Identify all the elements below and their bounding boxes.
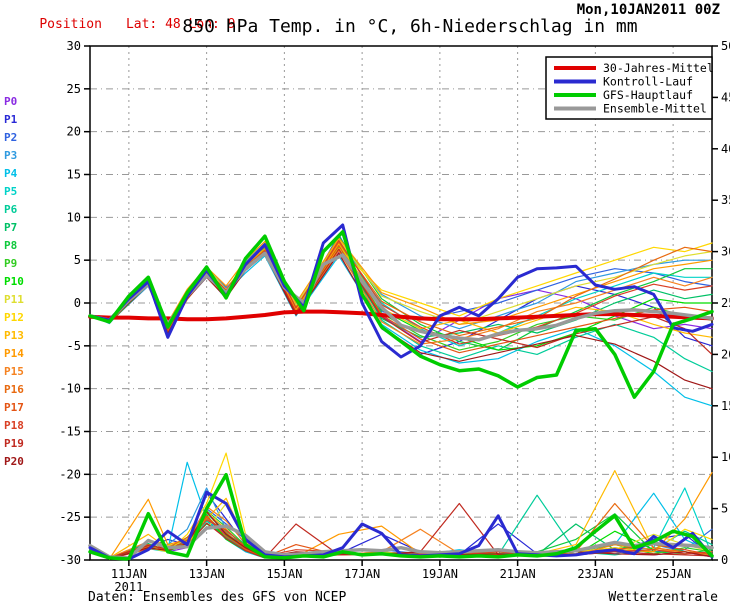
main-temp-lines — [88, 223, 714, 399]
member-label-p1: P1 — [4, 113, 18, 126]
member-label-p10: P10 — [4, 275, 24, 288]
left-tick-label: 10 — [67, 210, 81, 224]
member-label-p13: P13 — [4, 329, 24, 342]
position-label: Position — [39, 17, 102, 32]
gridlines — [90, 46, 712, 560]
member-label-p15: P15 — [4, 365, 24, 378]
brand-label: Wetterzentrale — [608, 590, 718, 605]
member-temp-p4 — [89, 255, 713, 407]
legend-label: Ensemble-Mittel — [603, 102, 707, 116]
left-tick-label: -15 — [59, 425, 81, 439]
x-tick-label: 19JAN — [422, 567, 458, 581]
right-tick-label: 10 — [721, 450, 730, 464]
run-datetime: Mon,10JAN2011 00Z — [576, 2, 720, 18]
data-source-note: Daten: Ensembles des GFS von NCEP — [88, 590, 347, 605]
member-label-p12: P12 — [4, 311, 24, 324]
x-tick-label: 23JAN — [577, 567, 613, 581]
member-label-p20: P20 — [4, 455, 24, 468]
member-label-p0: P0 — [4, 95, 18, 108]
temp-kontroll-lauf — [88, 223, 714, 359]
x-tick-sublabel: 2011 — [114, 580, 143, 594]
left-tick-label: 15 — [67, 168, 81, 182]
position-value: Lat: 48 Lon: 9 — [125, 17, 236, 32]
member-label-p9: P9 — [4, 257, 18, 270]
right-tick-label: 30 — [721, 245, 730, 259]
legend-label: Kontroll-Lauf — [603, 75, 693, 89]
x-tick-label: 13JAN — [189, 567, 225, 581]
right-tick-label: 45 — [721, 90, 730, 104]
member-label-p6: P6 — [4, 203, 18, 216]
chart-title: 850 hPa Temp. in °C, 6h-Niederschlag in … — [182, 16, 638, 37]
axes: -30 -25 -20 -15 -10 -5 0 5 10 15 20 25 30 0 5 10 15 20 25 3… — [59, 39, 730, 594]
member-label-p14: P14 — [4, 347, 24, 360]
temp-30-jahres-mittel — [88, 309, 714, 322]
member-label-p19: P19 — [4, 437, 24, 450]
left-tick-label: 0 — [74, 296, 81, 310]
main-precip-lines — [88, 472, 714, 561]
right-tick-label: 20 — [721, 347, 730, 361]
x-tick-label: 17JAN — [344, 567, 380, 581]
right-tick-label: 50 — [721, 39, 730, 53]
x-tick-label: 25JAN — [655, 567, 691, 581]
legend: 30-Jahres-MittelKontroll-LaufGFS-Hauptla… — [545, 56, 714, 120]
x-tick-label: 15JAN — [266, 567, 302, 581]
right-tick-label: 0 — [721, 553, 728, 567]
member-label-p8: P8 — [4, 239, 18, 252]
right-tick-label: 15 — [721, 399, 730, 413]
right-tick-label: 25 — [721, 296, 730, 310]
right-tick-label: 40 — [721, 142, 730, 156]
left-tick-label: -10 — [59, 382, 81, 396]
left-tick-label: 25 — [67, 82, 81, 96]
left-tick-label: -20 — [59, 467, 81, 481]
x-tick-label: 11JAN — [111, 567, 147, 581]
left-tick-label: -30 — [59, 553, 81, 567]
right-tick-label: 5 — [721, 502, 728, 516]
member-label-p18: P18 — [4, 419, 24, 432]
right-tick-label: 35 — [721, 193, 730, 207]
member-label-p7: P7 — [4, 221, 18, 234]
left-tick-label: 5 — [74, 253, 81, 267]
legend-label: GFS-Hauptlauf — [603, 88, 693, 102]
member-label-p2: P2 — [4, 131, 18, 144]
member-label-p5: P5 — [4, 185, 18, 198]
legend-label: 30-Jahres-Mittel — [603, 61, 714, 75]
ensemble-member-lines — [89, 233, 713, 560]
member-label-p4: P4 — [4, 167, 18, 180]
left-tick-label: 30 — [67, 39, 81, 53]
member-label-p11: P11 — [4, 293, 24, 306]
member-label-p3: P3 — [4, 149, 18, 162]
member-label-p16: P16 — [4, 383, 24, 396]
x-tick-label: 21JAN — [500, 567, 536, 581]
temp-gfs-hauptlauf — [88, 230, 714, 399]
member-label-p17: P17 — [4, 401, 24, 414]
left-tick-label: -25 — [59, 510, 81, 524]
precip-gfs-hauptlauf — [88, 472, 714, 561]
left-tick-label: -5 — [67, 339, 81, 353]
position-header: Position Lat: 48 Lon: 9 — [8, 2, 236, 47]
left-tick-label: 20 — [67, 125, 81, 139]
